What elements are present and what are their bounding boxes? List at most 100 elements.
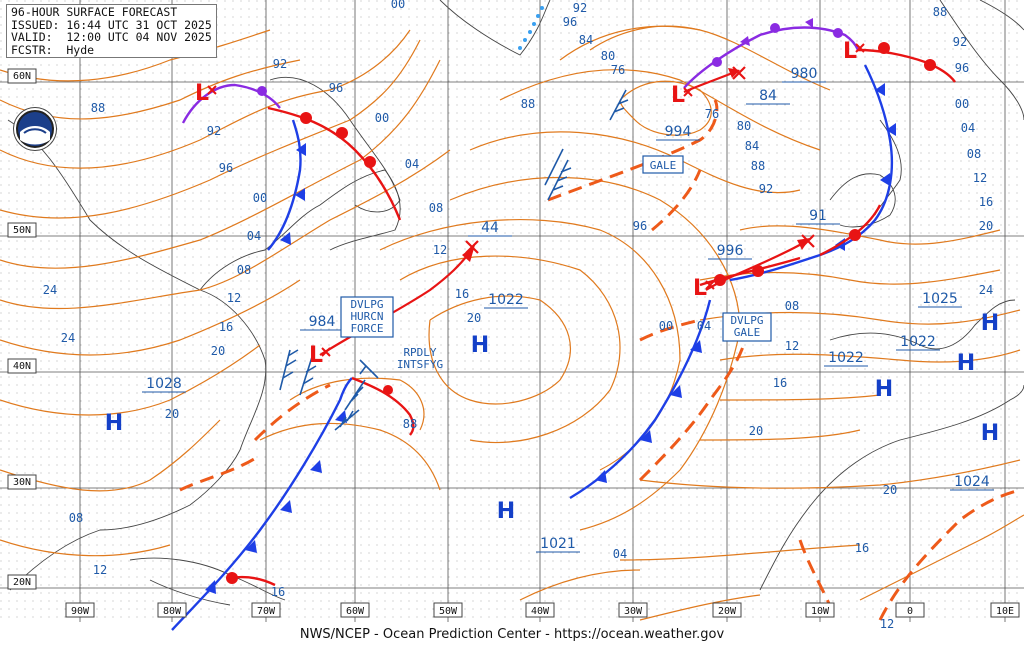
low-symbol: L [195,81,209,106]
lon-label-box [712,602,742,618]
warning-line: DVLPG [730,314,763,327]
low-center-mark [855,43,865,53]
lon-label-box [990,602,1020,618]
isobar-label: 12 [227,291,241,305]
pressure-value: 1028 [146,376,182,392]
lon-label: 10E [996,606,1014,617]
lon-label: 50W [439,606,458,617]
noaa-logo [14,108,56,150]
isobar-label: 12 [433,243,447,257]
low-symbol: L [671,83,685,108]
isobar-label: 08 [429,201,443,215]
pressure-value: 1021 [540,536,576,552]
warning-dvlpg-gale: DVLPG GALE [722,312,772,342]
isobar-label: 16 [773,376,787,390]
isobar-label: 20 [979,219,993,233]
high-symbol: H [105,411,123,436]
header-valid: VALID: 12:00 UTC 04 NOV 2025 [11,30,212,44]
warning-line: HURCN [350,310,383,323]
isobar-label: 24 [43,283,57,297]
isobar-label: 88 [751,159,765,173]
lon-label: 40W [531,606,550,617]
pressure-value: 91 [809,208,827,224]
lon-label: 30W [624,606,643,617]
lat-label-box [7,574,37,590]
isobar-label: 04 [405,157,419,171]
warning-rpdly-intsfyg: RPDLY INTSFYG [397,346,443,371]
isobar-label: 12 [785,339,799,353]
pressure-value: 1022 [900,334,936,350]
header-forecaster: FCSTR: Hyde [11,42,95,57]
high-symbol: H [981,421,999,446]
warning-line: DVLPG [350,298,383,311]
header-title: 96-HOUR SURFACE FORECAST [11,5,178,19]
isobar-label: 00 [375,111,389,125]
isobar-label: 04 [247,229,261,243]
isobar-label: 92 [759,182,773,196]
low-center-mark [705,280,715,290]
header-issued: ISSUED: 16:44 UTC 31 OCT 2025 [11,17,212,32]
pressure-center-labels: 984 1028 1022 1021 994 980 84 996 91 1025 1022 1022… [142,66,994,553]
footer-credit: NWS/NCEP - Ocean Prediction Center - htt… [299,627,725,642]
isobar-label: 08 [237,263,251,277]
isobar-label: 12 [93,563,107,577]
lat-label: 30N [13,477,31,488]
lon-label: 10W [811,606,830,617]
isobar-label: 08 [69,511,83,525]
warning-line: INTSFYG [397,358,443,371]
isobar-label: 04 [697,319,711,333]
isobar-label: 96 [219,161,233,175]
lat-label: 40N [13,361,31,372]
isobar-label: 76 [705,107,719,121]
lon-label-box [618,602,648,618]
isobar-label: 20 [467,311,481,325]
isobar-label: 16 [855,541,869,555]
low-symbol: L [843,39,857,64]
lon-label: 0 [907,606,913,617]
ice-dots [518,6,544,50]
warning-dvlpg-hurcn-force: DVLPG HURCN FORCE [340,296,394,338]
lat-label-box [7,358,37,374]
isobar-label: 16 [219,320,233,334]
low-symbol: L [309,343,323,368]
isobar-label: 96 [633,219,647,233]
lon-label-box [251,602,281,618]
pressure-value: 980 [791,66,818,82]
isobar-label: 16 [455,287,469,301]
high-symbol: H [957,351,975,376]
lat-label: 20N [13,577,31,588]
pressure-value: 1025 [922,291,958,307]
lon-label: 20W [718,606,737,617]
warning-line: GALE [650,159,677,172]
cold-front-barbs [205,83,896,594]
pressure-value: 1022 [828,350,864,366]
isobar-label: 12 [973,171,987,185]
coastlines [7,0,1024,606]
lat-label-box [7,222,37,238]
lon-label-box [157,602,187,618]
lon-label: 80W [163,606,182,617]
isobar-label: 00 [253,191,267,205]
lon-label-box [525,602,555,618]
low-pressure-symbols: L L L L L [195,39,865,368]
isobar-value-labels: 9296000408121620248892960004081216202488… [43,0,993,631]
isobar-label: 92 [573,1,587,15]
isobar-label: 20 [211,344,225,358]
lon-label: 90W [71,606,90,617]
warning-line: GALE [734,326,761,339]
lon-label: 70W [257,606,276,617]
isobar-label: 00 [955,97,969,111]
high-symbol: H [471,333,489,358]
pressure-value: 1024 [954,474,990,490]
isobar-label: 04 [961,121,975,135]
isobar-label: 88 [933,5,947,19]
lat-label: 50N [13,225,31,236]
isobar-label: 80 [737,119,751,133]
forecast-low-positions [465,66,815,254]
isobar-label: 00 [391,0,405,11]
isobar-label: 20 [883,483,897,497]
pressure-value: 84 [759,88,777,104]
lon-label-box [433,602,463,618]
isobar-label: 08 [967,147,981,161]
